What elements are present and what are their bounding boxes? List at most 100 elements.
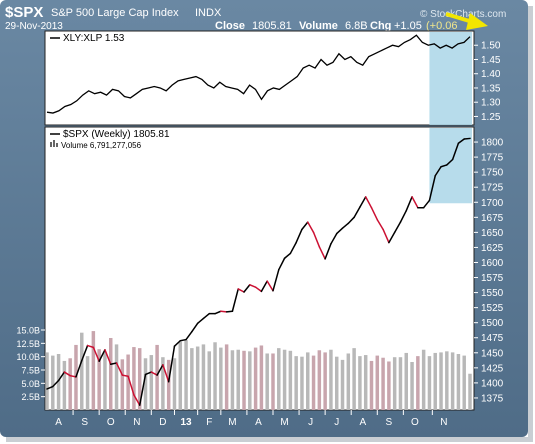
price-segment [359, 196, 367, 208]
price-tick-label: 1525 [481, 303, 504, 314]
ratio-tick-label: 1.35 [481, 83, 501, 94]
price-tick-label: 1375 [481, 393, 504, 404]
price-segment [162, 364, 170, 383]
volume-bar [161, 357, 165, 410]
volume-tick-label: 7.5B [21, 366, 40, 376]
x-tick-label: A [55, 417, 62, 428]
ratio-series-line [46, 34, 471, 114]
price-segment [214, 310, 222, 315]
volume-bar [329, 349, 333, 410]
volume-bar [114, 344, 119, 410]
volume-bar [201, 344, 206, 410]
yellow-arrow-icon [445, 12, 488, 30]
price-segment [69, 374, 77, 378]
price-segment [347, 216, 355, 225]
volume-bar [433, 352, 437, 410]
volume-axis: 15.0B 12.5B 10.0B 7.5B 5.0B 2.5B [16, 326, 45, 402]
price-segment [156, 364, 164, 376]
volume-bar [416, 356, 420, 410]
volume-bar [421, 349, 426, 410]
volume-bar [190, 348, 194, 410]
price-segment [278, 257, 286, 271]
price-segment [150, 371, 158, 376]
price-segment [422, 199, 431, 209]
price-tick-label: 1625 [481, 243, 504, 254]
volume-bar [103, 351, 107, 410]
symbol-title: $SPX [5, 4, 43, 21]
volume-bar [172, 358, 177, 410]
x-tick-label: A [255, 417, 262, 428]
price-segment [86, 344, 95, 349]
volume-bar [392, 357, 397, 410]
volume-bar [97, 349, 101, 410]
highlight-zone-price [429, 128, 472, 204]
price-tick-label: 1775 [481, 153, 504, 164]
price-segment [341, 222, 350, 229]
price-segment [202, 312, 210, 320]
volume-bar [184, 340, 188, 410]
price-tick-label: 1500 [481, 318, 504, 329]
price-segment [196, 317, 205, 325]
price-segment [411, 196, 419, 209]
volume-bar [143, 358, 148, 410]
price-segment [225, 310, 234, 313]
price-tick-label: 1675 [481, 213, 504, 224]
price-tick-label: 1450 [481, 348, 504, 359]
price-segment [243, 284, 251, 293]
chg-label: Chg [370, 20, 391, 32]
volume-bar [91, 331, 96, 410]
volume-bar [381, 357, 385, 410]
price-segment [220, 310, 228, 313]
volume-bar [306, 352, 310, 410]
price-segment [109, 362, 118, 365]
volume-bar [68, 358, 72, 410]
volume-bar [56, 354, 61, 410]
volume-value: 6.8B [345, 20, 368, 32]
volume-bar [445, 351, 449, 410]
price-segment [138, 373, 147, 406]
price-segment [75, 359, 83, 378]
volume-bar [363, 355, 368, 410]
price-segment [388, 231, 396, 244]
volume-bar [224, 344, 229, 410]
volume-bar [311, 355, 316, 410]
ratio-tick-label: 1.45 [481, 55, 501, 66]
price-segment [191, 322, 199, 333]
x-tick-label: J [334, 417, 339, 428]
volume-bar [410, 362, 414, 410]
price-segment [324, 243, 332, 260]
volume-bar [62, 360, 67, 410]
volume-bar [346, 353, 351, 410]
x-axis: A S O N D 13 F M A M J J A S O N [55, 410, 448, 428]
volume-bar [213, 342, 217, 410]
x-tick-label: O [107, 417, 115, 428]
price-tick-label: 1425 [481, 363, 504, 374]
price-segment [63, 371, 71, 377]
chg-pct: (+0.06 [426, 20, 458, 32]
volume-bar [369, 360, 374, 410]
volume-bar [375, 355, 380, 410]
x-tick-label: O [411, 417, 419, 428]
volume-bar [317, 350, 322, 410]
price-segment [249, 284, 257, 288]
price-tick-label: 1650 [481, 228, 504, 239]
price-segment [266, 280, 274, 292]
volume-bar [462, 355, 466, 410]
close-value: 1805.81 [252, 20, 292, 32]
volume-tick-label: 15.0B [16, 326, 40, 336]
volume-bar [85, 356, 90, 410]
close-label: Close [215, 20, 245, 32]
price-legend: $SPX (Weekly) 1805.81 [63, 129, 170, 140]
volume-label: Volume [299, 20, 338, 32]
volume-bar [265, 353, 269, 410]
price-segment [92, 346, 100, 362]
price-segment [451, 142, 460, 161]
x-tick-label: M [228, 417, 236, 428]
volume-tick-label: 2.5B [21, 392, 40, 402]
volume-bar [427, 356, 432, 410]
price-segment [46, 385, 54, 390]
price-segment [167, 345, 176, 383]
volume-bar [456, 354, 461, 410]
price-segment [81, 344, 89, 362]
price-segment [307, 221, 315, 234]
